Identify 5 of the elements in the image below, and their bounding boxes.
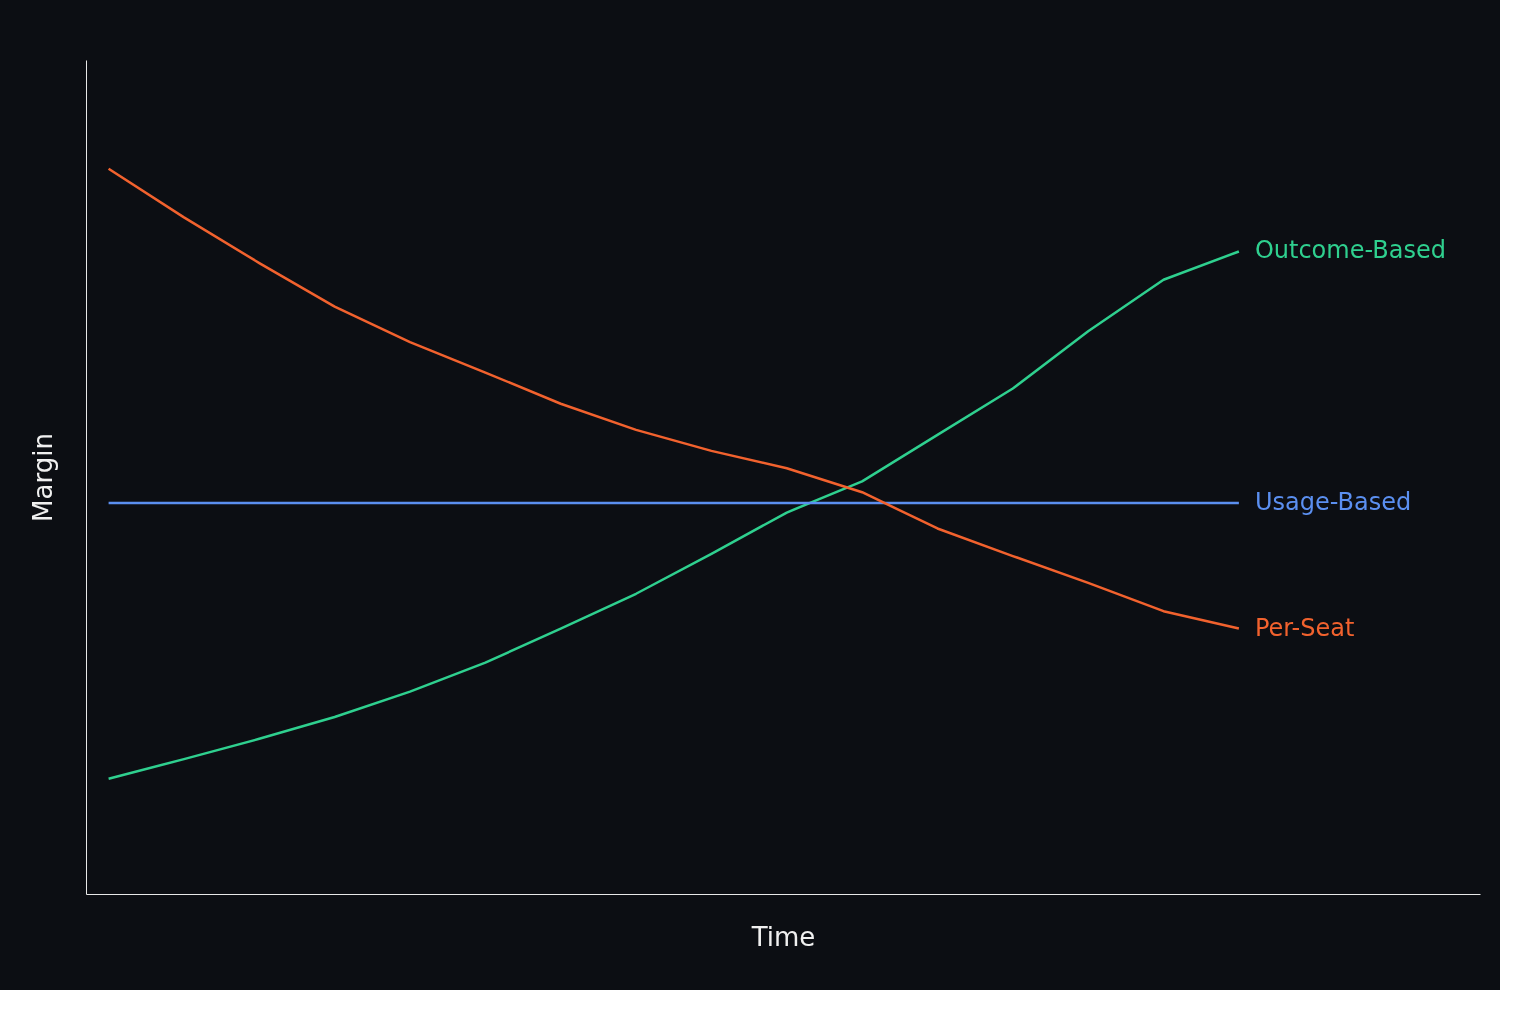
series-label: Outcome-Based: [1254, 236, 1446, 265]
x-axis-title: Time: [750, 921, 816, 952]
series-label: Per-Seat: [1254, 613, 1355, 642]
series-label: Usage-Based: [1254, 488, 1412, 517]
y-axis-title: Margin: [27, 433, 58, 522]
